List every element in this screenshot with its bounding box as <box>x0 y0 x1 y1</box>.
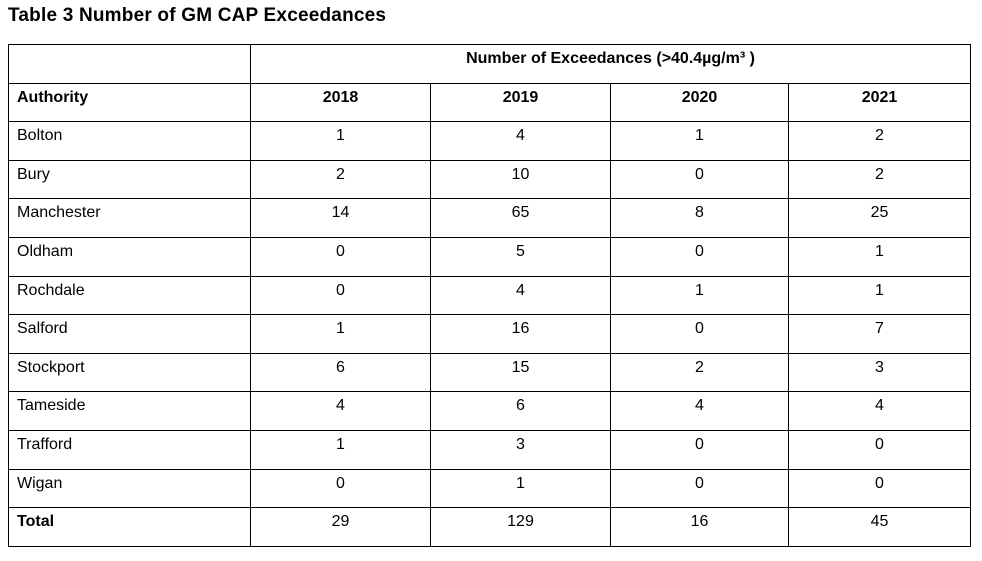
cell-value: 4 <box>430 121 611 161</box>
cell-value: 0 <box>610 314 789 354</box>
cell-value: 14 <box>250 198 431 238</box>
table-row-manchester: Manchester 14 65 8 25 <box>8 198 971 238</box>
cell-value: 3 <box>788 352 971 393</box>
cell-value: 1 <box>610 121 789 161</box>
cell-value: 3 <box>430 429 611 470</box>
cell-value: 0 <box>610 236 789 277</box>
cell-value: 0 <box>250 468 431 509</box>
column-header-row: Authority 2018 2019 2020 2021 <box>8 82 971 123</box>
group-header-empty-cell <box>8 44 251 84</box>
cell-value: 2 <box>610 352 789 393</box>
table-row-wigan: Wigan 0 1 0 0 <box>8 468 971 509</box>
cell-value: 2 <box>788 159 971 200</box>
column-header-2021: 2021 <box>788 82 971 123</box>
cell-authority: Bolton <box>8 121 251 161</box>
cell-authority: Oldham <box>8 236 251 277</box>
table-row-rochdale: Rochdale 0 4 1 1 <box>8 275 971 316</box>
cell-value: 15 <box>430 352 611 393</box>
cell-value: 1 <box>250 121 431 161</box>
cell-authority: Salford <box>8 314 251 354</box>
column-header-authority: Authority <box>8 82 251 123</box>
cell-value: 0 <box>610 468 789 509</box>
cell-value: 65 <box>430 198 611 238</box>
cell-value: 1 <box>250 429 431 470</box>
cell-value: 0 <box>788 468 971 509</box>
cell-value: 16 <box>430 314 611 354</box>
group-header-row: Number of Exceedances (>40.4µg/m³ ) <box>8 44 971 84</box>
table-row-bury: Bury 2 10 0 2 <box>8 159 971 200</box>
cell-value: 4 <box>250 391 431 431</box>
cell-value: 1 <box>250 314 431 354</box>
cell-value: 6 <box>430 391 611 431</box>
cell-authority: Trafford <box>8 429 251 470</box>
cell-value: 10 <box>430 159 611 200</box>
cell-value: 5 <box>430 236 611 277</box>
table-row-bolton: Bolton 1 4 1 2 <box>8 121 971 161</box>
cell-value: 0 <box>250 275 431 316</box>
column-header-2019: 2019 <box>430 82 611 123</box>
cell-value: 1 <box>788 275 971 316</box>
total-value: 45 <box>788 507 971 547</box>
cell-value: 4 <box>788 391 971 431</box>
cell-value: 0 <box>788 429 971 470</box>
cell-value: 2 <box>788 121 971 161</box>
cell-value: 6 <box>250 352 431 393</box>
cell-authority: Manchester <box>8 198 251 238</box>
total-label: Total <box>8 507 251 547</box>
cell-value: 0 <box>250 236 431 277</box>
cell-value: 1 <box>610 275 789 316</box>
column-header-2018: 2018 <box>250 82 431 123</box>
table-row-trafford: Trafford 1 3 0 0 <box>8 429 971 470</box>
cell-value: 1 <box>430 468 611 509</box>
table-total-row: Total 29 129 16 45 <box>8 507 971 547</box>
table-row-stockport: Stockport 6 15 2 3 <box>8 352 971 393</box>
total-value: 29 <box>250 507 431 547</box>
cell-value: 7 <box>788 314 971 354</box>
column-header-2020: 2020 <box>610 82 789 123</box>
cell-authority: Bury <box>8 159 251 200</box>
cell-value: 0 <box>610 429 789 470</box>
page-title: Table 3 Number of GM CAP Exceedances <box>8 5 387 26</box>
table-row-salford: Salford 1 16 0 7 <box>8 314 971 354</box>
group-header-cell: Number of Exceedances (>40.4µg/m³ ) <box>250 44 971 84</box>
cell-authority: Rochdale <box>8 275 251 316</box>
cell-value: 4 <box>610 391 789 431</box>
cell-value: 1 <box>788 236 971 277</box>
table-row-oldham: Oldham 0 5 0 1 <box>8 236 971 277</box>
cell-authority: Tameside <box>8 391 251 431</box>
cell-authority: Wigan <box>8 468 251 509</box>
table-row-tameside: Tameside 4 6 4 4 <box>8 391 971 431</box>
total-value: 16 <box>610 507 789 547</box>
cell-value: 0 <box>610 159 789 200</box>
cell-value: 2 <box>250 159 431 200</box>
cell-value: 8 <box>610 198 789 238</box>
exceedances-table: Number of Exceedances (>40.4µg/m³ ) Auth… <box>8 44 971 547</box>
total-value: 129 <box>430 507 611 547</box>
cell-value: 25 <box>788 198 971 238</box>
cell-value: 4 <box>430 275 611 316</box>
cell-authority: Stockport <box>8 352 251 393</box>
